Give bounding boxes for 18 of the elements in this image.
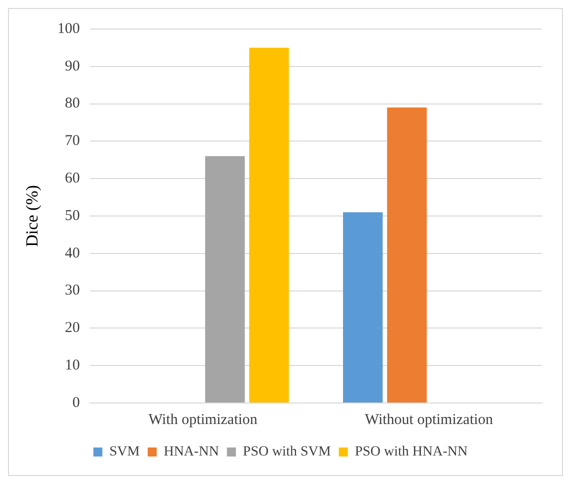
y-tick-label: 50 bbox=[64, 208, 80, 224]
y-tick-label: 100 bbox=[57, 20, 80, 37]
y-tick-label: 70 bbox=[64, 133, 80, 150]
x-tick-label: Without optimization bbox=[364, 412, 494, 428]
y-tick-label: 80 bbox=[64, 96, 80, 112]
legend-label: PSO with HNA-NN bbox=[354, 444, 468, 460]
legend-label: PSO with SVM bbox=[242, 444, 332, 460]
y-tick-label: 10 bbox=[64, 358, 80, 374]
y-tick-label: 30 bbox=[64, 282, 80, 299]
legend-label: HNA-NN bbox=[164, 444, 219, 460]
y-tick-label: 90 bbox=[64, 58, 80, 74]
y-tick-label: 20 bbox=[64, 320, 80, 336]
y-tick-label: 0 bbox=[72, 394, 80, 411]
y-axis-title: Dice (%) bbox=[22, 185, 42, 247]
legend-label: SVM bbox=[109, 444, 140, 460]
y-tick-label: 40 bbox=[64, 245, 80, 262]
y-tick-label: 60 bbox=[64, 170, 80, 187]
x-tick-label: With optimization bbox=[148, 412, 258, 428]
